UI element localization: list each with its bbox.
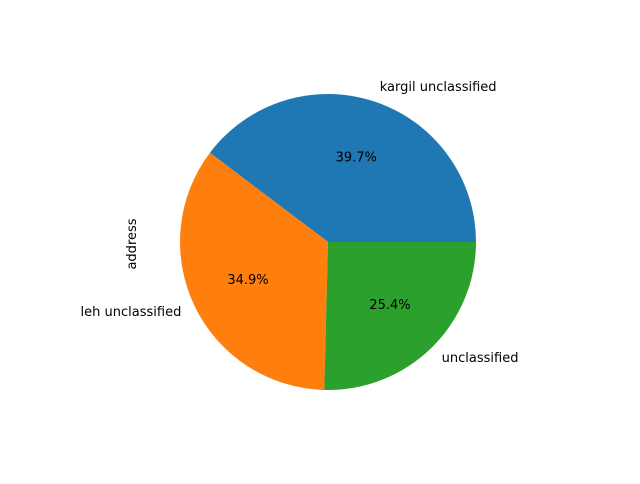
pie-slice-unclassified: [324, 242, 476, 390]
pie-slices: [180, 94, 476, 390]
pie-slice-kargil-unclassified: [209, 94, 476, 242]
slice-label-kargil-unclassified: kargil unclassified: [380, 80, 497, 95]
slice-percent-leh-unclassified: 34.9%: [227, 273, 268, 288]
slice-percent-unclassified: 25.4%: [369, 298, 410, 313]
slice-percent-kargil-unclassified: 39.7%: [336, 150, 377, 165]
pie-labels: kargil unclassified 39.7% leh unclassified…: [81, 80, 519, 366]
slice-label-leh-unclassified: leh unclassified: [81, 305, 182, 320]
slice-label-unclassified: unclassified: [442, 351, 519, 366]
pie-slice-leh-unclassified: [180, 152, 328, 390]
y-axis-label: address: [125, 218, 140, 269]
